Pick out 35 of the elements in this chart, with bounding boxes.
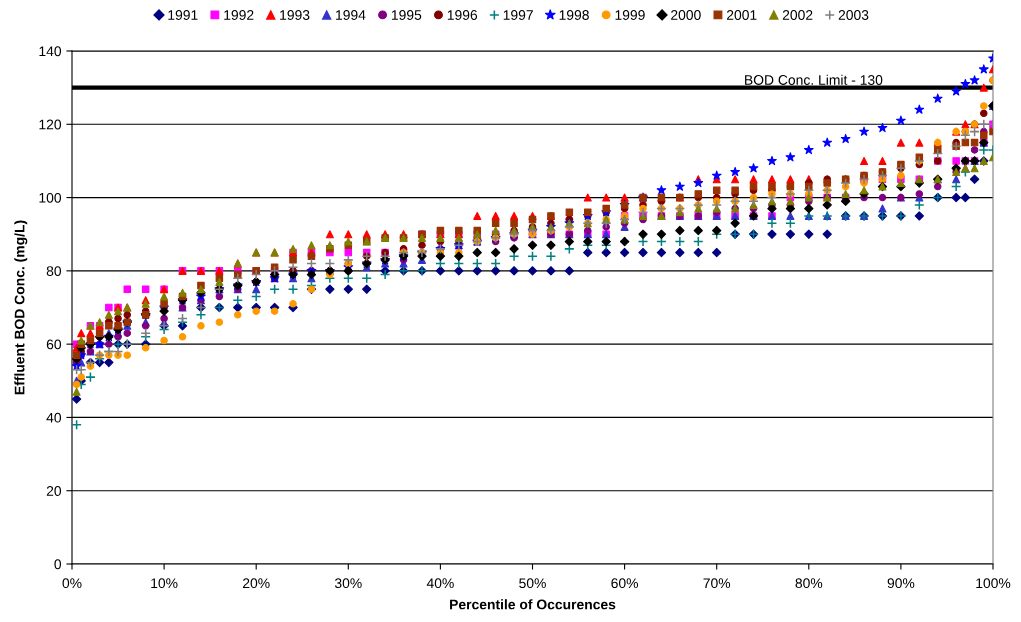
x-tick-label: 90% bbox=[887, 578, 915, 589]
y-tick-label: 140 bbox=[39, 46, 62, 57]
x-tick-label: 70% bbox=[703, 578, 731, 589]
legend-label: 1999 bbox=[615, 10, 645, 20]
y-tick-label: 20 bbox=[46, 486, 62, 496]
legend-label: 2000 bbox=[671, 10, 701, 20]
y-tick-label: 80 bbox=[46, 266, 62, 277]
x-axis-title: Percentile of Occurences bbox=[450, 599, 616, 610]
y-tick-label: 40 bbox=[46, 412, 62, 423]
x-tick-label: 20% bbox=[243, 578, 270, 589]
legend-label: 1993 bbox=[280, 10, 310, 20]
y-axis-title: Effluent BOD Conc. (mg/L) bbox=[14, 220, 28, 395]
x-tick-label: 40% bbox=[426, 578, 454, 589]
x-tick-label: 30% bbox=[334, 578, 362, 589]
y-tick-label: 120 bbox=[39, 119, 62, 130]
legend-label: 2002 bbox=[782, 10, 813, 20]
legend-label: 1998 bbox=[559, 10, 589, 20]
legend-label: 1996 bbox=[447, 10, 478, 20]
legend-label: 2001 bbox=[726, 10, 757, 20]
x-tick-label: 100% bbox=[976, 578, 1011, 589]
x-tick-label: 0% bbox=[62, 578, 82, 589]
legend-label: 1992 bbox=[224, 10, 254, 20]
x-tick-label: 60% bbox=[611, 578, 639, 589]
legend-label: 1995 bbox=[391, 10, 422, 20]
legend-label: 2003 bbox=[838, 10, 869, 20]
x-tick-label: 80% bbox=[795, 578, 823, 589]
legend-label: 1991 bbox=[168, 10, 198, 20]
x-tick-label: 50% bbox=[519, 578, 546, 589]
y-tick-label: 0 bbox=[54, 559, 62, 570]
y-tick-label: 60 bbox=[46, 339, 62, 350]
legend-label: 1997 bbox=[503, 10, 533, 20]
legend-label: 1994 bbox=[336, 10, 366, 20]
x-tick-label: 10% bbox=[151, 578, 178, 589]
y-tick-label: 100 bbox=[39, 192, 62, 203]
ref-line-label: BOD Conc. Limit - 130 bbox=[745, 74, 883, 85]
